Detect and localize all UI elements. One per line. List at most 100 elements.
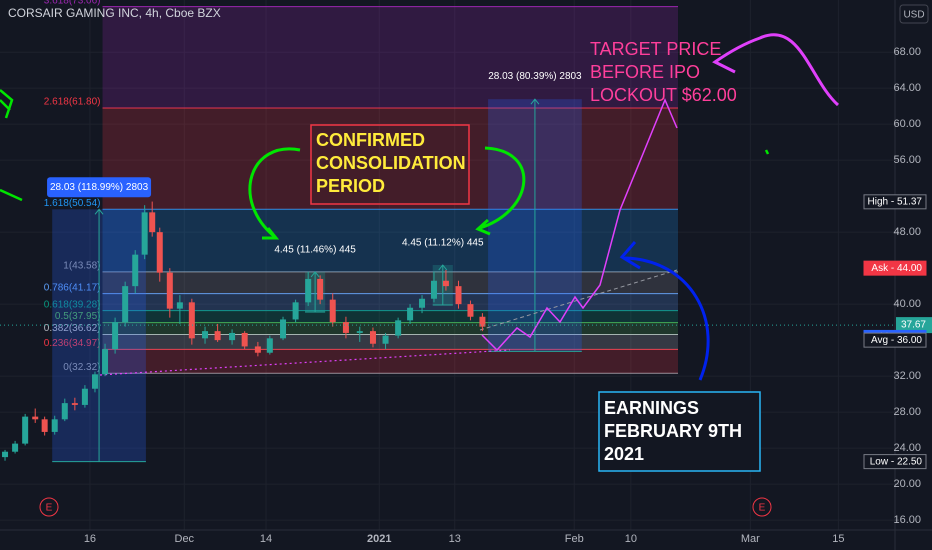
candle-body <box>419 298 426 308</box>
candle-body <box>2 451 9 458</box>
currency[interactable]: USD <box>903 10 924 21</box>
candle-body <box>188 302 195 339</box>
measure-label: 4.45 (11.12%) 445 <box>402 238 484 249</box>
candle-body <box>369 331 376 344</box>
fib-label: 3.618(73.06) <box>44 0 101 6</box>
fib-band <box>102 293 679 311</box>
annotation-line: BEFORE IPO <box>590 62 700 82</box>
earnings-text: EARNINGS FEBRUARY 9TH 2021 <box>604 398 742 464</box>
price-badge-label: Ask - 44.00 <box>871 263 922 274</box>
current-price-badge <box>896 317 932 334</box>
fib-label: 0(32.32) <box>63 362 100 373</box>
candle-body <box>22 416 29 444</box>
arrow-earnings <box>624 256 710 381</box>
candle-body <box>317 278 324 300</box>
arrow-fragment <box>0 89 14 119</box>
fib-retracement: 0(32.32) 0.236(34.97) 0.382(36.62)0.5(37.9… <box>44 0 679 374</box>
arrow-left <box>248 147 301 239</box>
fib-band <box>102 322 679 335</box>
candle-body <box>71 403 78 405</box>
fib-band <box>102 6 679 108</box>
event-icon[interactable] <box>752 497 772 517</box>
candle-body <box>12 443 19 452</box>
earnings-box <box>598 391 761 472</box>
measure-arrow-head <box>310 271 320 278</box>
arrow-fragment <box>0 188 23 202</box>
candle-body <box>81 388 88 405</box>
candle-body <box>241 332 248 347</box>
annotation-line: CONSOLIDATION <box>316 153 466 173</box>
y-tick-label: 60.00 <box>893 118 921 130</box>
y-tick-label: 48.00 <box>893 226 921 238</box>
arrow-target <box>712 33 840 107</box>
fib-label: 2.618(61.80) <box>44 97 101 108</box>
candle-body <box>41 419 48 432</box>
candle-body <box>51 419 58 432</box>
candle-body <box>455 286 462 305</box>
price-badge <box>863 194 927 210</box>
measure-label: 4.45 (11.46%) 445 <box>274 245 356 256</box>
fib-label: 0.786(41.17) <box>44 282 101 293</box>
candle-body <box>141 212 148 255</box>
candle-body <box>382 335 389 344</box>
candle-body <box>266 338 273 353</box>
x-tick-label: 2021 <box>367 533 391 545</box>
projection-path <box>481 98 678 352</box>
currency-badge[interactable] <box>899 4 929 24</box>
candle-body <box>292 302 299 320</box>
x-tick-label: 13 <box>449 533 461 545</box>
candle-body <box>132 254 139 287</box>
price-badge-label: High - 51.37 <box>868 196 923 207</box>
candle-body <box>176 302 183 309</box>
target-text: TARGET PRICE BEFORE IPO LOCKOUT $62.00 <box>590 39 737 105</box>
candle-body <box>166 272 173 309</box>
arrow-head <box>262 227 280 240</box>
y-tick-label: 40.00 <box>893 298 921 310</box>
measure-arrow-head <box>438 264 448 271</box>
event-icon[interactable] <box>39 497 59 517</box>
x-tick-label: Dec <box>175 533 195 545</box>
fib-band <box>102 310 679 323</box>
measure-label: 28.03 (118.99%) 2803 <box>50 182 149 193</box>
event-label[interactable]: E <box>759 503 766 514</box>
annotation-line: 2021 <box>604 444 644 464</box>
annotation-line: EARNINGS <box>604 398 699 418</box>
y-tick-label: 28.00 <box>893 406 921 418</box>
candle-body <box>442 280 449 287</box>
arrow-head <box>619 241 641 270</box>
x-tick-label: 14 <box>260 533 272 545</box>
candle-body <box>149 212 156 233</box>
candle-body <box>467 304 474 317</box>
fib-band <box>102 271 679 294</box>
candle-body <box>430 280 437 299</box>
candle-body <box>61 403 68 420</box>
candle-body <box>122 286 129 323</box>
candle-body <box>214 331 221 341</box>
event-label[interactable]: E <box>46 503 53 514</box>
annotation-line: FEBRUARY 9TH <box>604 421 742 441</box>
price-badge-label: Avg - 36.00 <box>871 335 922 346</box>
measure-badge <box>47 177 152 198</box>
annotation-line: PERIOD <box>316 176 385 196</box>
resistance-trendline <box>479 269 678 331</box>
y-tick-label: 56.00 <box>893 154 921 166</box>
measure-arrow-head <box>530 98 540 105</box>
y-tick-label: 68.00 <box>893 46 921 58</box>
support-trendline <box>99 349 511 376</box>
measure-label: 28.03 (80.39%) 2803 <box>488 71 582 82</box>
price-badge <box>863 454 927 470</box>
y-tick-label: 64.00 <box>893 82 921 94</box>
candle-body <box>202 331 209 339</box>
dot <box>764 149 770 155</box>
annotation-line: LOCKOUT $62.00 <box>590 85 737 105</box>
x-tick-label: 16 <box>84 533 96 545</box>
candle-body <box>112 322 119 350</box>
y-tick-label: 20.00 <box>893 478 921 490</box>
candle-body <box>280 319 287 339</box>
candle-body <box>356 331 363 333</box>
price-badge <box>863 332 927 348</box>
fib-label: 0.5(37.95) <box>55 311 101 322</box>
arrow-head <box>475 218 491 236</box>
annotation-line: CONFIRMED <box>316 130 425 150</box>
